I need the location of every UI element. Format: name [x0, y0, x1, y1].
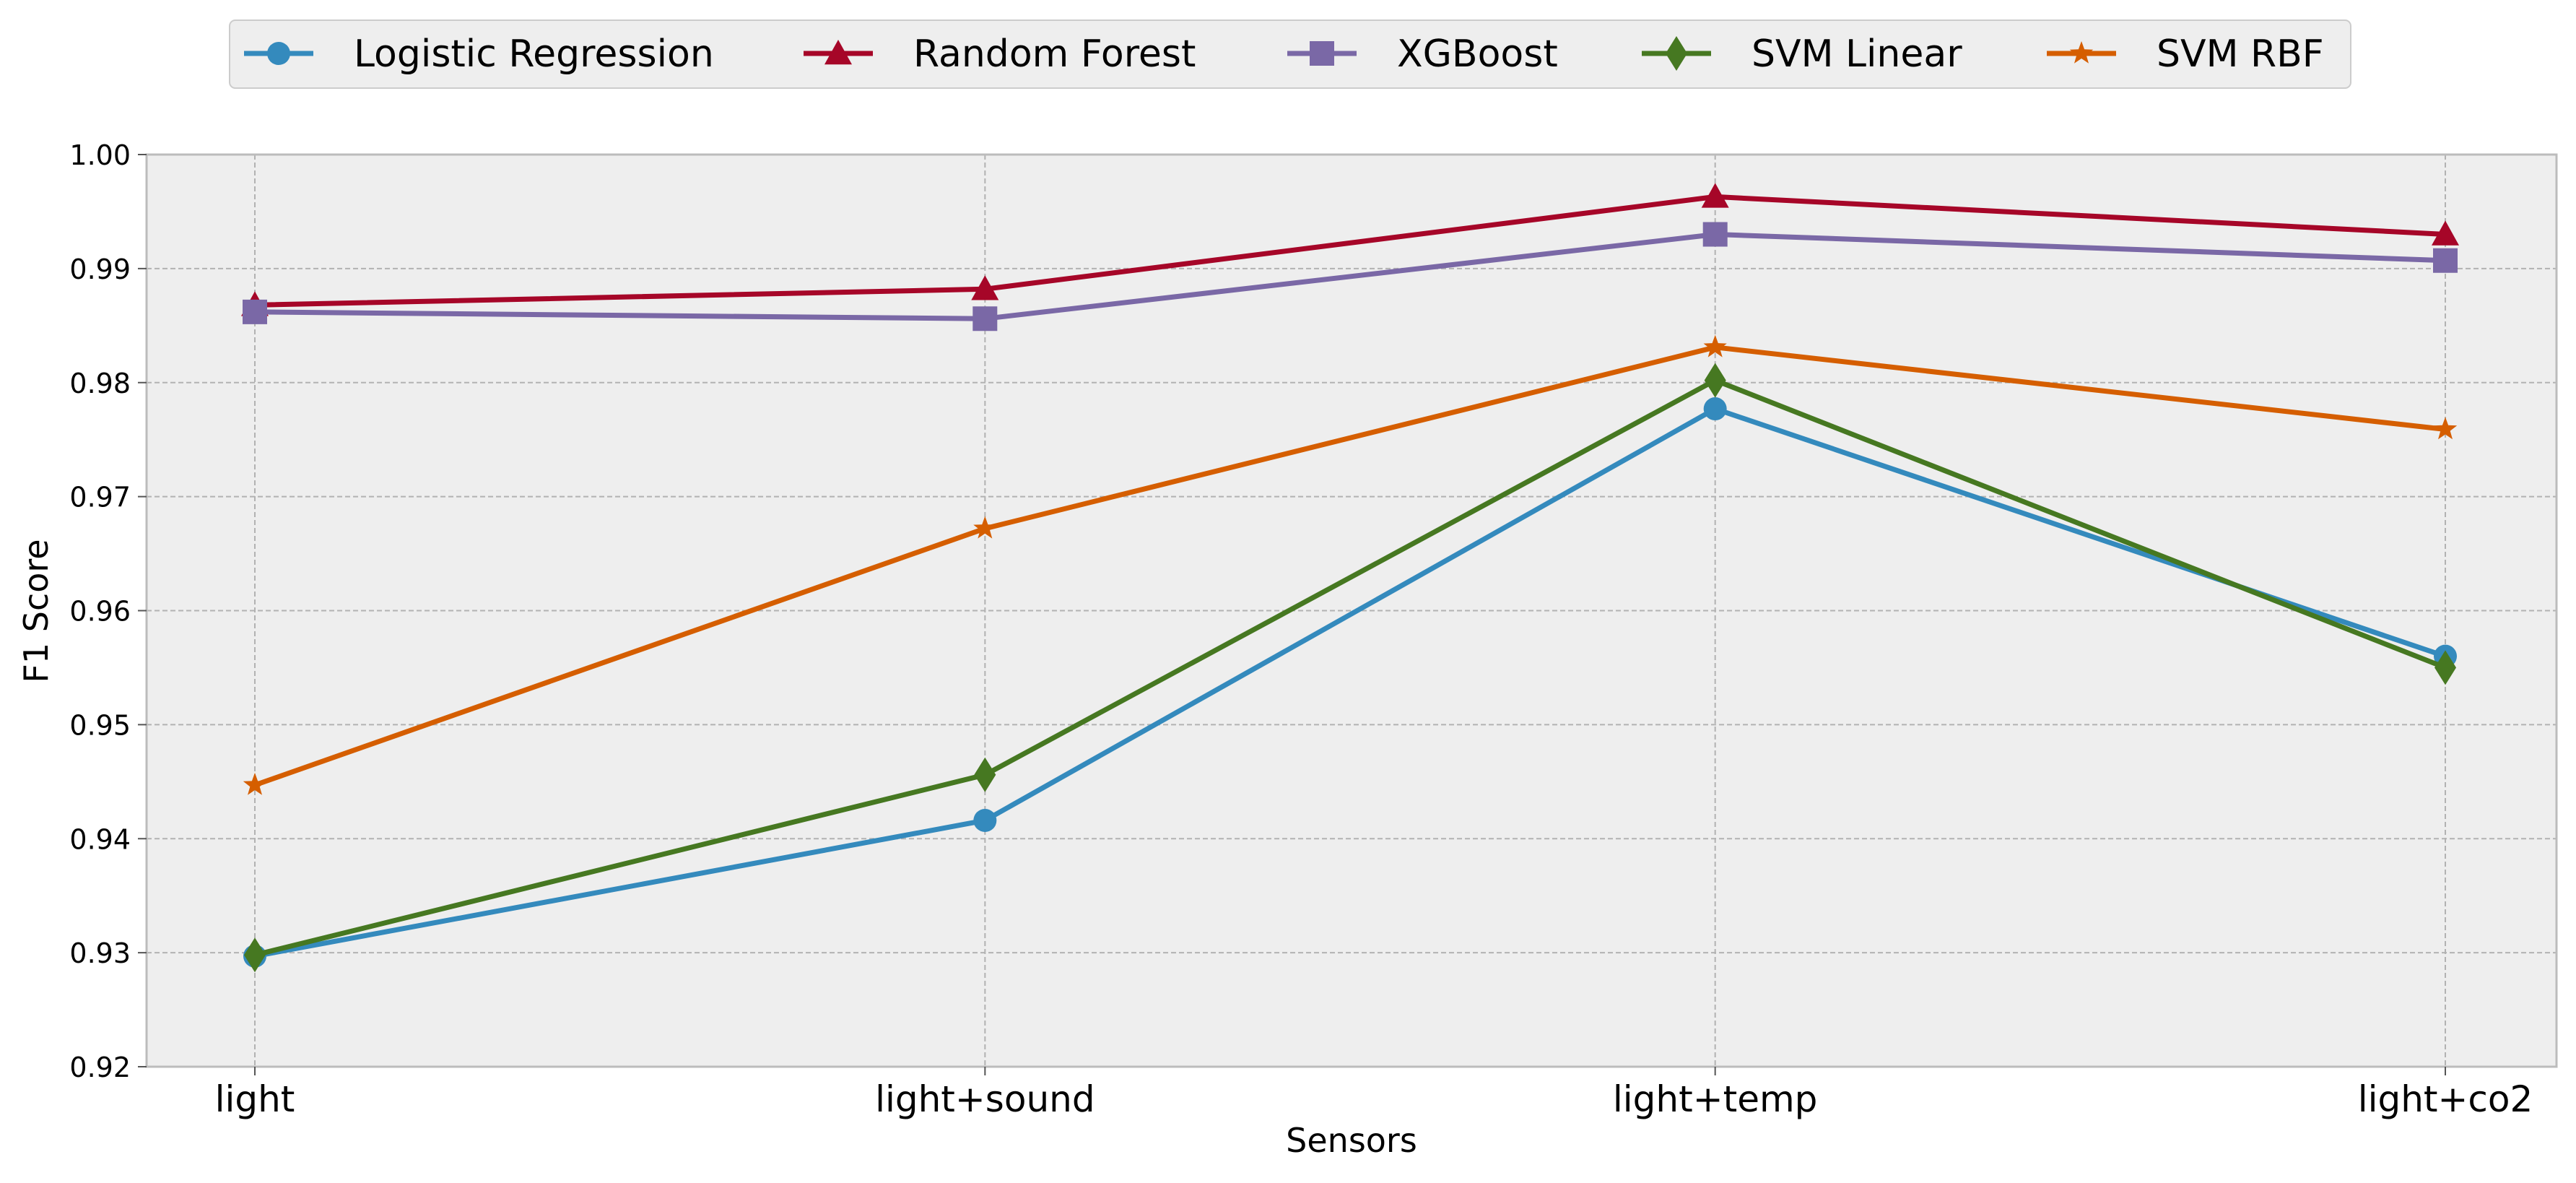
series-line	[254, 406, 2447, 959]
x-tick-label: light+sound	[875, 1078, 1095, 1120]
y-axis: 0.92 0.93 0.94 0.95 0.96 0.97 0.98 0.99 1.00	[69, 139, 147, 1083]
y-tick-label: 0.95	[69, 709, 131, 741]
data-point	[974, 757, 996, 792]
x-axis-title: Sensors	[1286, 1121, 1417, 1160]
series-svm-linear	[244, 363, 2456, 973]
legend-item: SVM RBF	[2047, 32, 2324, 76]
y-tick-label: 0.93	[69, 937, 131, 969]
y-tick-label: 0.98	[69, 368, 131, 399]
legend-label: SVM Linear	[1752, 32, 1962, 76]
data-point	[1703, 334, 1727, 358]
data-point	[2432, 220, 2459, 246]
data-point	[973, 808, 997, 832]
legend-marker	[267, 42, 290, 65]
legend: Logistic Regression Random Forest XGBoost S…	[229, 20, 2351, 89]
data-point	[1702, 222, 1728, 247]
data-point	[243, 299, 267, 324]
x-axis: light light+sound light+temp light+co2	[215, 1067, 2533, 1120]
series-xgboost	[243, 222, 2458, 332]
legend-marker	[1310, 41, 1334, 66]
data-point	[1704, 363, 1726, 398]
series-line	[254, 194, 2446, 308]
y-tick-label: 0.94	[69, 823, 131, 855]
data-point	[971, 275, 999, 300]
data-point	[2433, 248, 2458, 273]
y-tick-label: 0.92	[69, 1052, 131, 1083]
data-point	[244, 937, 266, 973]
series-line	[254, 232, 2446, 321]
legend-label: SVM RBF	[2157, 32, 2324, 76]
x-tick-label: light+co2	[2358, 1078, 2533, 1120]
legend-label: Logistic Regression	[354, 32, 714, 76]
y-axis-title: F1 Score	[17, 539, 56, 682]
data-point	[973, 516, 997, 539]
y-tick-label: 0.96	[69, 596, 131, 628]
series-line	[254, 378, 2447, 958]
legend-marker	[824, 40, 852, 65]
data-point	[972, 306, 998, 332]
y-tick-label: 0.99	[69, 254, 131, 285]
y-tick-label: 0.97	[69, 482, 131, 514]
data-point	[1701, 183, 1729, 208]
data-point	[2433, 417, 2458, 440]
series-group	[241, 183, 2459, 973]
data-point	[2434, 650, 2456, 685]
legend-item: Logistic Regression	[244, 32, 714, 76]
legend-item: Random Forest	[804, 32, 1196, 76]
legend-label: Random Forest	[913, 32, 1196, 76]
x-tick-label: light+temp	[1613, 1078, 1818, 1120]
legend-label: XGBoost	[1397, 32, 1558, 76]
data-point	[1703, 397, 1727, 421]
data-point	[243, 773, 267, 795]
series-svm-rbf	[243, 334, 2458, 795]
legend-item: SVM Linear	[1642, 32, 1962, 76]
legend-marker	[2069, 41, 2094, 64]
x-tick-label: light	[215, 1078, 295, 1120]
legend-item: XGBoost	[1287, 32, 1558, 76]
series-line	[253, 344, 2446, 788]
legend-marker	[1666, 36, 1687, 71]
y-tick-label: 1.00	[69, 139, 131, 171]
series-random-forest	[241, 183, 2459, 316]
